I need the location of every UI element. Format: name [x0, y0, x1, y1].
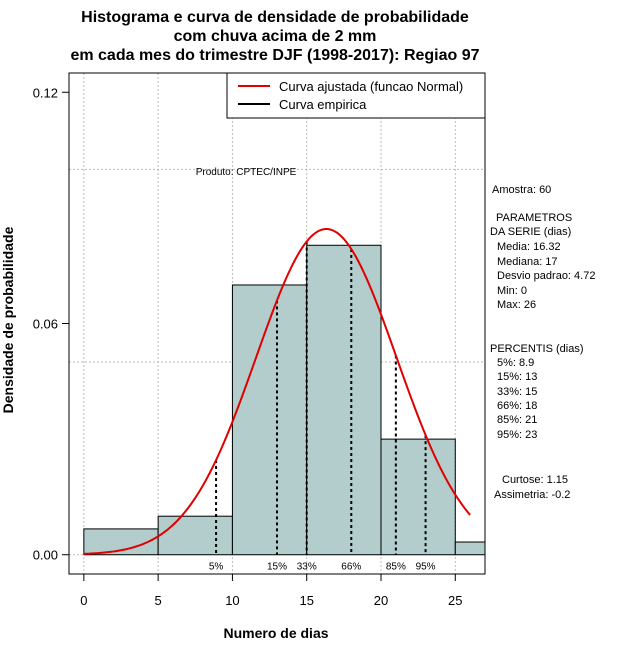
histogram-bar	[454, 541, 486, 556]
percentile-markers: 5% 15% 33% 66% 85% 95%	[209, 241, 436, 573]
chart-title-line-2: com chuva acima de 2 mm	[174, 28, 377, 45]
x-tick-label-15: 15	[299, 593, 313, 608]
x-axis-label: Numero de dias	[223, 625, 328, 641]
product-annotation: Produto: CPTEC/INPE	[196, 167, 297, 178]
percentile-label-85: 85%	[386, 562, 406, 573]
histogram-bar	[380, 438, 456, 556]
stat-max: Max: 26	[497, 299, 536, 311]
percentile-label-5: 5%	[209, 562, 224, 573]
percentile-label-15: 15%	[267, 562, 287, 573]
histogram-bar	[231, 284, 308, 556]
histogram-bar	[157, 515, 233, 556]
params-title-2: DA SERIE (dias)	[490, 226, 571, 238]
histogram-bar	[306, 244, 382, 556]
percentile-5: 5%: 8.9	[497, 357, 534, 369]
histogram-bars	[83, 244, 486, 556]
y-tick-label-1: 0.06	[33, 317, 58, 332]
legend-label-fit: Curva ajustada (funcao Normal)	[279, 79, 463, 94]
legend: Curva ajustada (funcao Normal) Curva emp…	[226, 72, 486, 119]
stat-desvio: Desvio padrao: 4.72	[497, 270, 595, 282]
stats-panel: Amostra: 60 PARAMETROS DA SERIE (dias) M…	[490, 184, 595, 501]
x-tick-label-10: 10	[225, 593, 239, 608]
x-axis: 0 5 10 15 20 25	[80, 573, 463, 608]
chart-title-line-1: Histograma e curva de densidade de proba…	[81, 9, 469, 26]
percentile-85: 85%: 21	[497, 414, 537, 426]
percentile-66: 66%: 18	[497, 400, 537, 412]
percentile-label-66: 66%	[341, 562, 361, 573]
legend-label-empirical: Curva empirica	[279, 97, 367, 112]
percentile-33: 33%: 15	[497, 386, 537, 398]
x-tick-label-5: 5	[155, 593, 162, 608]
stat-curtose: Curtose: 1.15	[502, 474, 568, 486]
x-tick-label-20: 20	[374, 593, 388, 608]
normal-fit-curve	[83, 228, 471, 555]
y-axis-label: Densidade de probabilidade	[0, 226, 16, 413]
percentiles-title: PERCENTIS (dias)	[490, 343, 584, 355]
percentile-label-33: 33%	[297, 562, 317, 573]
x-tick-label-0: 0	[80, 593, 87, 608]
percentile-95: 95%: 23	[497, 429, 537, 441]
y-axis: 0.00 0.06 0.12	[33, 85, 70, 563]
legend-box	[226, 72, 486, 119]
percentile-label-95: 95%	[416, 562, 436, 573]
stat-min: Min: 0	[497, 285, 527, 297]
stat-mediana: Mediana: 17	[497, 256, 558, 268]
y-tick-label-2: 0.12	[33, 85, 58, 100]
stat-media: Media: 16.32	[497, 241, 561, 253]
stat-assimetria: Assimetria: -0.2	[494, 489, 570, 501]
chart-title-line-3: em cada mes do trimestre DJF (1998-2017)…	[70, 47, 479, 64]
params-title-1: PARAMETROS	[496, 212, 572, 224]
normal-curve-layer	[83, 228, 471, 555]
percentile-15: 15%: 13	[497, 371, 537, 383]
sample-size: Amostra: 60	[492, 184, 551, 196]
x-tick-label-25: 25	[448, 593, 462, 608]
y-tick-label-0: 0.00	[33, 548, 58, 563]
